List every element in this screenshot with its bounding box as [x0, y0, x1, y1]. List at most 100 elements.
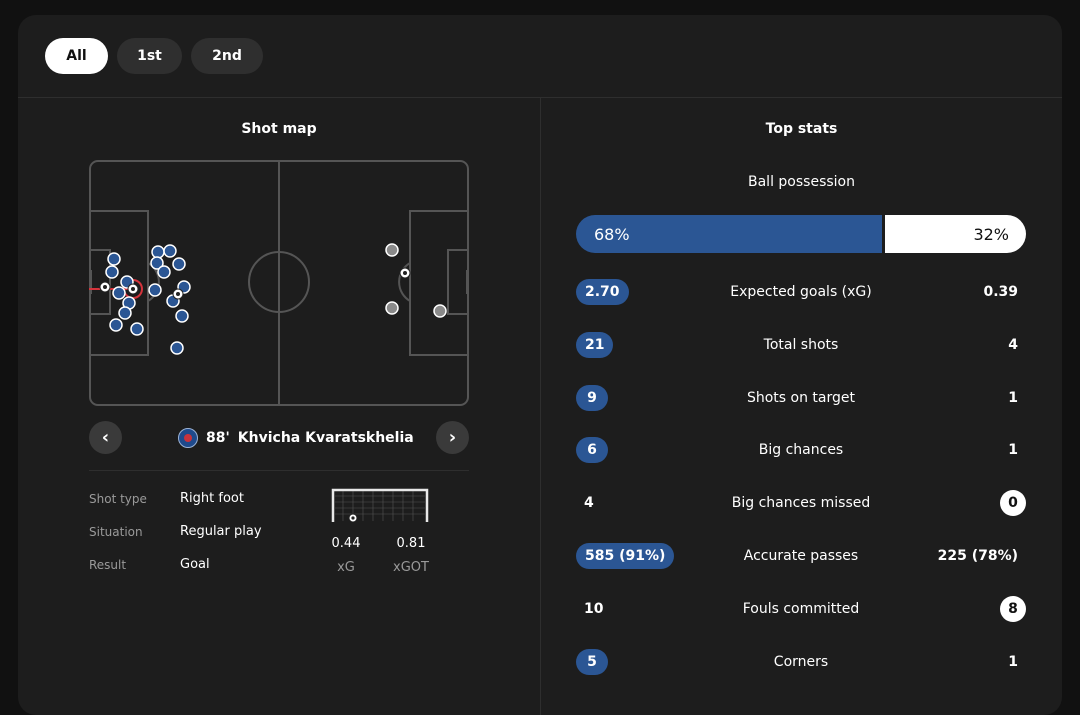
stat-row: Big chances missed 4 0	[576, 490, 1026, 517]
tab-1st-half[interactable]: 1st	[117, 38, 182, 74]
shot-player-name: Khvicha Kvaratskhelia	[237, 430, 414, 446]
stat-away-value: 225 (78%)	[938, 543, 1026, 569]
stat-home-text: 5	[576, 648, 608, 675]
shot-marker	[157, 265, 171, 279]
stat-home-value: 5	[576, 648, 608, 675]
stat-home-text: 4	[584, 495, 594, 512]
shot-marker	[172, 257, 186, 271]
xg-value: 0.44	[331, 536, 361, 551]
shot-marker	[150, 256, 164, 270]
center-circle	[248, 251, 310, 313]
shot-type-label: Shot type	[89, 492, 147, 506]
stat-label: Big chances	[758, 442, 844, 459]
stat-away-text: 225 (78%)	[937, 548, 1018, 564]
stat-home-text: 2.70	[576, 279, 629, 305]
shot-type-value: Right foot	[180, 491, 244, 506]
stat-home-value: 10	[576, 596, 611, 622]
stat-row: Corners 5 1	[576, 648, 1026, 675]
shot-marker-away	[385, 301, 399, 315]
right-goal-area	[447, 249, 469, 315]
stat-away-value: 1	[1008, 649, 1026, 675]
stat-row: Fouls committed 10 8	[576, 595, 1026, 622]
stat-home-value: 585 (91%)	[576, 543, 675, 569]
stat-away-text: 1	[1008, 653, 1018, 670]
shot-details-divider	[89, 470, 469, 471]
situation-value: Regular play	[180, 524, 262, 539]
shot-marker	[109, 318, 123, 332]
stat-row: Big chances 6 1	[576, 437, 1026, 464]
match-stats-card: All 1st 2nd Shot map	[18, 15, 1062, 715]
shot-marker-away	[385, 243, 399, 257]
stat-away-text: 4	[1008, 336, 1018, 353]
next-shot-button[interactable]: ›	[436, 421, 469, 454]
stat-away-text: 0.39	[983, 284, 1018, 300]
shot-map-pitch	[89, 160, 469, 406]
goal-ball-icon	[172, 288, 184, 300]
goal-ball-icon	[399, 267, 411, 279]
stat-home-value: 4	[576, 490, 602, 516]
stat-away-text: 1	[1008, 442, 1018, 459]
stat-row: Accurate passes 585 (91%) 225 (78%)	[576, 543, 1026, 569]
chevron-left-icon: ‹	[101, 427, 110, 448]
tab-2nd-half[interactable]: 2nd	[191, 38, 263, 74]
stat-away-value: 1	[1008, 437, 1026, 463]
stat-away-text: 8	[1000, 595, 1026, 622]
right-penalty-arc	[398, 262, 411, 302]
stat-home-value: 9	[576, 384, 608, 411]
stat-label: Total shots	[763, 336, 839, 353]
stat-label: Big chances missed	[731, 495, 871, 512]
shot-marker	[105, 265, 119, 279]
stat-home-text: 6	[576, 437, 608, 464]
possession-away: 32%	[882, 215, 1026, 253]
previous-shot-button[interactable]: ‹	[89, 421, 122, 454]
right-penalty-area	[409, 210, 469, 356]
stat-away-value: 1	[1008, 385, 1026, 411]
shot-map-title: Shot map	[241, 121, 317, 137]
shot-marker	[151, 245, 165, 259]
stat-home-value: 6	[576, 437, 608, 464]
stat-away-value: 0.39	[983, 279, 1026, 305]
period-tabs: All 1st 2nd	[45, 38, 263, 74]
stat-away-text: 1	[1008, 389, 1018, 406]
shot-marker	[148, 283, 162, 297]
shot-marker	[118, 306, 132, 320]
stat-home-value: 21	[576, 331, 614, 358]
stat-row: Expected goals (xG) 2.70 0.39	[576, 279, 1026, 305]
shot-marker	[112, 286, 126, 300]
possession-bar: 68% 32%	[576, 215, 1026, 253]
stat-home-text: 585 (91%)	[576, 543, 675, 569]
stat-away-value: 4	[1008, 332, 1026, 358]
goal-ball-icon	[127, 283, 139, 295]
chevron-right-icon: ›	[448, 427, 457, 448]
stat-label: Corners	[773, 653, 829, 670]
goal-markers	[99, 267, 411, 300]
shot-marker	[175, 309, 189, 323]
stat-away-value: 0	[1000, 490, 1026, 517]
possession-label: Ball possession	[748, 174, 855, 190]
left-goal	[89, 270, 92, 294]
stat-row: Total shots 21 4	[576, 331, 1026, 358]
shot-placement-ball-icon	[348, 513, 358, 522]
shot-marker	[170, 341, 184, 355]
result-value: Goal	[180, 557, 210, 572]
stat-away-text: 0	[1000, 490, 1026, 517]
right-goal	[466, 270, 469, 294]
shot-minute: 88'	[206, 430, 230, 446]
tab-all[interactable]: All	[45, 38, 108, 74]
goal-ball-icon	[99, 281, 111, 293]
shot-marker-away	[433, 304, 447, 318]
stat-label: Accurate passes	[743, 548, 859, 564]
xg-label: xG	[337, 560, 355, 575]
stat-label: Shots on target	[746, 389, 855, 406]
stat-home-text: 10	[584, 600, 604, 617]
xgot-label: xGOT	[393, 560, 429, 575]
shot-marker	[163, 244, 177, 258]
psg-crest-icon	[178, 428, 198, 448]
stat-label: Expected goals (xG)	[730, 284, 872, 300]
stat-label: Fouls committed	[742, 600, 860, 617]
result-label: Result	[89, 558, 127, 572]
stat-away-value: 8	[1000, 595, 1026, 622]
shot-marker	[107, 252, 121, 266]
stat-home-value: 2.70	[576, 279, 629, 305]
goal-frame-diagram	[331, 488, 429, 522]
